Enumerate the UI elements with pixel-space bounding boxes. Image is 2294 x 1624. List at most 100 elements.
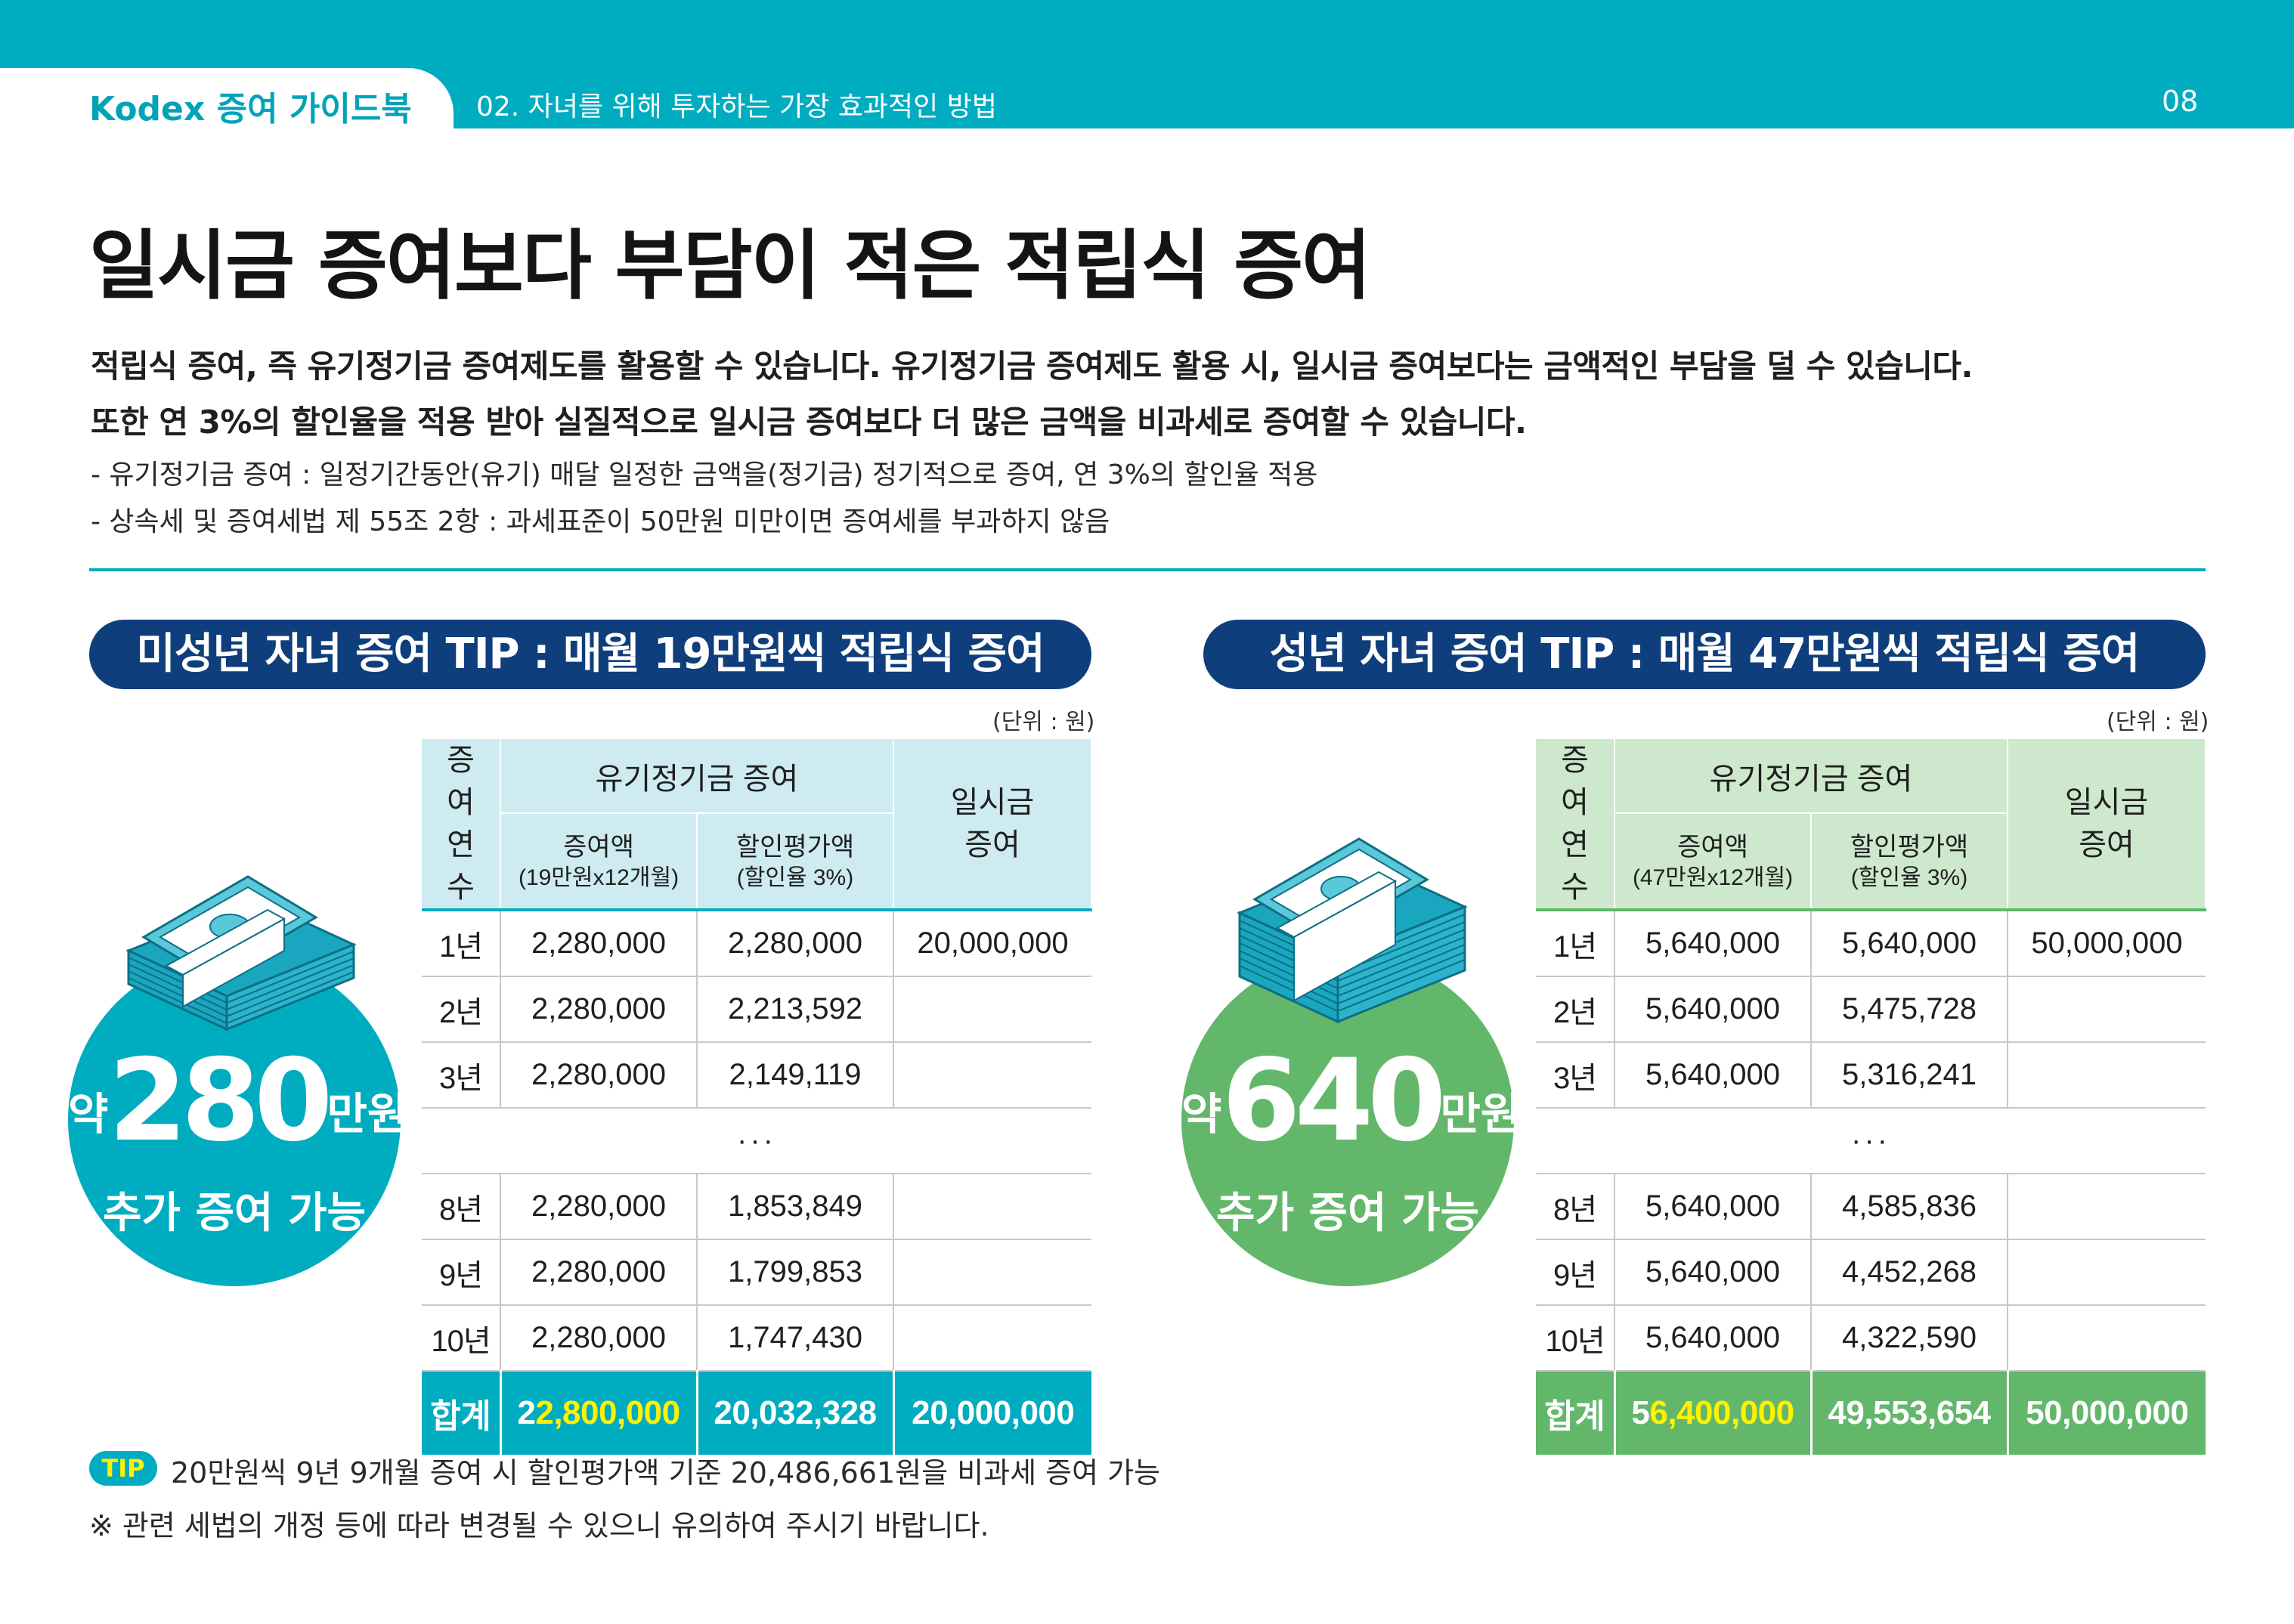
- minor-amount: 280: [108, 1035, 333, 1167]
- discounted-header-text: 할인평가액: [735, 832, 855, 861]
- col-header-lump: 일시금 증여: [2008, 739, 2206, 911]
- col-header-annuity: 유기정기금 증여: [1614, 739, 2008, 815]
- minor-unit-label: (단위 : 원): [992, 709, 1095, 735]
- cell-discounted: 1,747,430: [697, 1305, 894, 1372]
- cell-amount: 2,280,000: [500, 1305, 698, 1372]
- intro-line-1: 적립식 증여, 즉 유기정기금 증여제도를 활용할 수 있습니다. 유기정기금 …: [91, 348, 1974, 385]
- table-row: 8년 2,280,000 1,853,849: [422, 1174, 1091, 1240]
- cell-amount: 2,280,000: [500, 1174, 698, 1240]
- cell-discounted: 2,149,119: [697, 1042, 894, 1109]
- cell-lump: [893, 1042, 1091, 1109]
- cell-year: 10년: [422, 1305, 501, 1372]
- notes: - 유기정기금 증여 : 일정기간동안(유기) 매달 일정한 금액을(정기금) …: [91, 452, 1317, 546]
- amount-header-text: 증여액: [563, 832, 634, 861]
- total-amount-lead: 2: [517, 1394, 536, 1431]
- total-discounted: 20,032,328: [697, 1371, 895, 1455]
- cell-year: 1년: [1536, 910, 1615, 977]
- table-row: 2년 2,280,000 2,213,592: [422, 976, 1091, 1043]
- cell-amount: 5,640,000: [1614, 910, 1812, 977]
- tip-text: 20만원씩 9년 9개월 증여 시 할인평가액 기준 20,486,661원을 …: [171, 1456, 1161, 1489]
- intro-text: 적립식 증여, 즉 유기정기금 증여제도를 활용할 수 있습니다. 유기정기금 …: [91, 339, 2222, 450]
- note-item: - 상속세 및 증여세법 제 55조 2항 : 과세표준이 50만원 미만이면 …: [91, 506, 1110, 537]
- total-amount: 56,400,000: [1614, 1371, 1813, 1455]
- total-amount: 22,800,000: [500, 1371, 698, 1455]
- cell-amount: 5,640,000: [1614, 1174, 1812, 1240]
- cell-lump: [893, 1174, 1091, 1240]
- cell-amount: 2,280,000: [500, 1042, 698, 1109]
- minor-prefix: 약: [68, 1088, 109, 1140]
- minor-highlight-circle: 약280만원 추가 증여 가능: [68, 954, 407, 1286]
- table-row: 10년 5,640,000 4,322,590: [1536, 1305, 2206, 1372]
- disclaimer: ※ 관련 세법의 개정 등에 따라 변경될 수 있으니 유의하여 주시기 바랍니…: [89, 1509, 989, 1542]
- total-row: 합계 56,400,000 49,553,654 50,000,000: [1536, 1371, 2206, 1455]
- adult-gift-table: 증여 연수 유기정기금 증여 일시금 증여 증여액 (47만원x12개월) 할인평…: [1536, 739, 2206, 1455]
- cell-lump: [2008, 976, 2206, 1043]
- col-header-year: 증여 연수: [1536, 739, 1615, 911]
- adult-highlight-sub: 추가 증여 가능: [1215, 1189, 1480, 1238]
- minor-gift-table: 증여 연수 유기정기금 증여 일시금 증여 증여액 (19만원x12개월) 할인평…: [422, 739, 1092, 1455]
- cell-discounted: 4,322,590: [1811, 1305, 2008, 1372]
- col-header-discounted: 할인평가액 (할인율 3%): [697, 813, 894, 911]
- note-item: - 유기정기금 증여 : 일정기간동안(유기) 매달 일정한 금액을(정기금) …: [91, 459, 1318, 490]
- brand-tab: [0, 68, 454, 144]
- adult-suffix: 만원: [1440, 1088, 1522, 1140]
- cell-lump: [893, 1239, 1091, 1306]
- minor-tip-heading: 미성년 자녀 증여 TIP : 매월 19만원씩 적립식 증여: [89, 620, 1091, 689]
- year-header-text: 증여 연수: [447, 744, 475, 904]
- cell-discounted: 5,475,728: [1811, 976, 2008, 1043]
- amount-header-text: 증여액: [1677, 832, 1748, 861]
- cell-year: 9년: [422, 1239, 501, 1306]
- col-header-discounted: 할인평가액 (할인율 3%): [1811, 813, 2008, 911]
- cell-year: 2년: [1536, 976, 1615, 1043]
- amount-header-sub: (47만원x12개월): [1632, 865, 1794, 890]
- table-row: 2년 5,640,000 5,475,728: [1536, 976, 2206, 1043]
- money-stack-icon: [1237, 837, 1468, 1024]
- cell-year: 3년: [1536, 1042, 1615, 1109]
- ellipsis: ···: [422, 1108, 1091, 1174]
- money-stack-icon: [125, 875, 357, 1032]
- table-row: 10년 2,280,000 1,747,430: [422, 1305, 1091, 1372]
- adult-unit-label: (단위 : 원): [2107, 709, 2209, 735]
- table-row: 9년 2,280,000 1,799,853: [422, 1239, 1091, 1306]
- cell-amount: 2,280,000: [500, 1239, 698, 1306]
- cell-amount: 2,280,000: [500, 976, 698, 1043]
- divider: [89, 568, 2206, 571]
- discounted-header-sub: (할인율 3%): [1850, 865, 1968, 890]
- cell-discounted: 2,213,592: [697, 976, 894, 1043]
- cell-year: 3년: [422, 1042, 501, 1109]
- ellipsis: ···: [1536, 1108, 2206, 1174]
- page-title: 일시금 증여보다 부담이 적은 적립식 증여: [89, 221, 1371, 310]
- cell-lump: [2008, 1174, 2206, 1240]
- cell-year: 10년: [1536, 1305, 1615, 1372]
- table-row: 1년 5,640,000 5,640,000 50,000,000: [1536, 910, 2206, 977]
- total-row: 합계 22,800,000 20,032,328 20,000,000: [422, 1371, 1091, 1455]
- col-header-amount: 증여액 (19만원x12개월): [500, 813, 698, 911]
- adult-tip-heading: 성년 자녀 증여 TIP : 매월 47만원씩 적립식 증여: [1203, 620, 2206, 689]
- lump-header-text: 일시금 증여: [2064, 786, 2149, 861]
- cell-lump: [2008, 1042, 2206, 1109]
- cell-discounted: 4,585,836: [1811, 1174, 2008, 1240]
- cell-discounted: 5,640,000: [1811, 910, 2008, 977]
- cell-amount: 5,640,000: [1614, 1042, 1812, 1109]
- total-amount-highlight: 2,800,000: [535, 1394, 680, 1431]
- adult-prefix: 약: [1181, 1088, 1222, 1140]
- table-row: 3년 2,280,000 2,149,119: [422, 1042, 1091, 1109]
- adult-amount: 640: [1221, 1035, 1446, 1167]
- total-lump: 20,000,000: [893, 1371, 1091, 1455]
- cell-lump: 20,000,000: [893, 910, 1091, 977]
- adult-highlight-amount: 약640만원: [1181, 1035, 1521, 1167]
- cell-year: 8년: [422, 1174, 501, 1240]
- col-header-annuity: 유기정기금 증여: [500, 739, 894, 815]
- total-lump: 50,000,000: [2008, 1371, 2206, 1455]
- col-header-lump: 일시금 증여: [893, 739, 1092, 911]
- cell-year: 8년: [1536, 1174, 1615, 1240]
- cell-amount: 5,640,000: [1614, 1305, 1812, 1372]
- amount-header-sub: (19만원x12개월): [518, 865, 680, 890]
- cell-amount: 5,640,000: [1614, 976, 1812, 1043]
- total-label: 합계: [422, 1371, 502, 1455]
- table-row: 3년 5,640,000 5,316,241: [1536, 1042, 2206, 1109]
- total-amount-highlight: 6,400,000: [1649, 1394, 1794, 1431]
- lump-header-text: 일시금 증여: [950, 786, 1035, 861]
- discounted-header-sub: (할인율 3%): [736, 865, 854, 890]
- cell-discounted: 4,452,268: [1811, 1239, 2008, 1306]
